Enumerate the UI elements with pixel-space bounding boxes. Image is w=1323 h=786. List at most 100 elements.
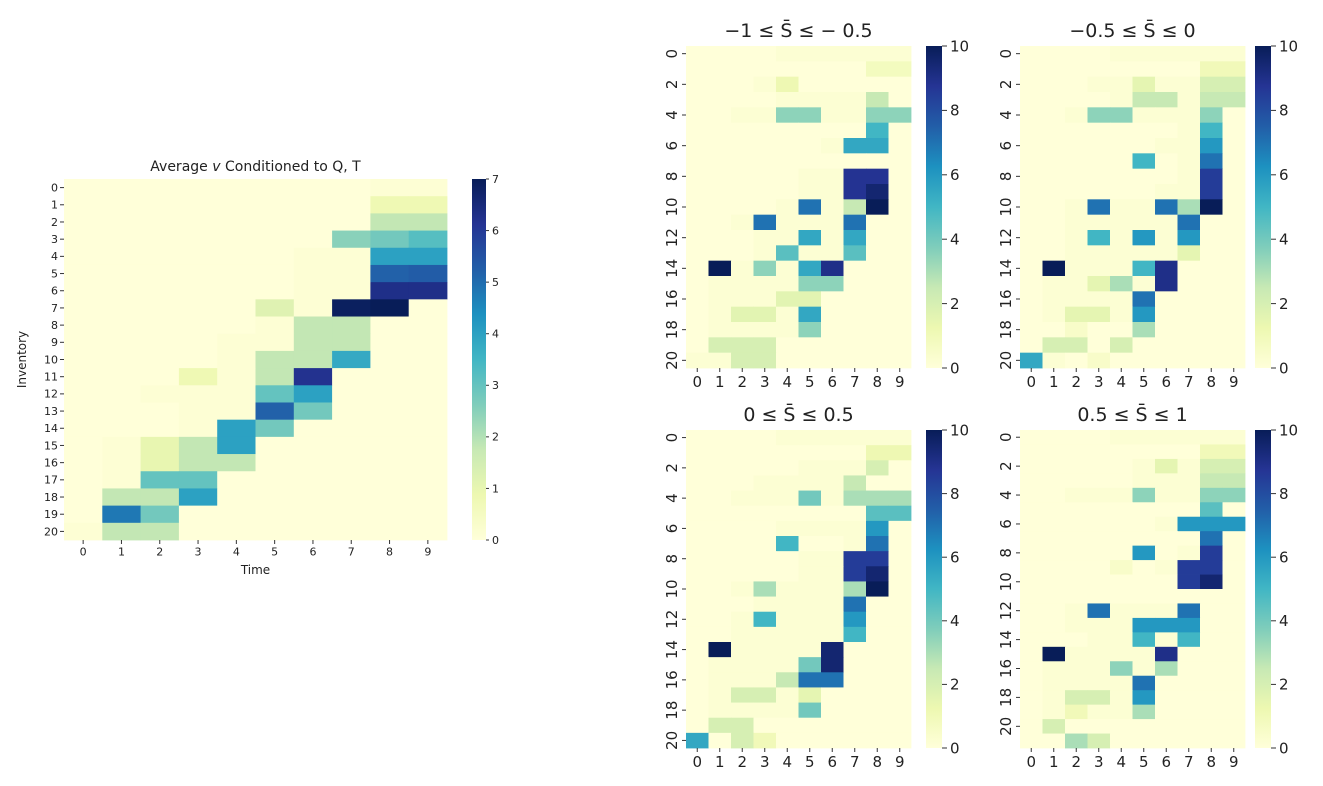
heatmap-cell [370, 333, 410, 352]
heatmap-cell [1132, 214, 1156, 231]
x-tick-label: 9 [1229, 373, 1239, 391]
heatmap-cell [731, 92, 754, 108]
y-tick-label: 2 [997, 461, 1015, 471]
heatmap-cell [1177, 306, 1201, 323]
heatmap-cell [686, 352, 709, 369]
heatmap-cell [1222, 276, 1246, 292]
colorbar [1255, 46, 1271, 368]
heatmap-cell [1200, 646, 1223, 662]
heatmap-cell [1042, 661, 1066, 677]
heatmap-cell [798, 76, 822, 93]
heatmap-cell [686, 76, 709, 93]
heatmap-cell [798, 702, 822, 719]
colorbar-tick-label: 6 [1279, 166, 1289, 184]
heatmap-cell [776, 122, 799, 139]
heatmap-cell [255, 299, 295, 317]
heatmap-cell [1177, 589, 1201, 604]
heatmap-cell [1065, 487, 1088, 503]
heatmap-cell [731, 520, 754, 537]
heatmap-cell [1110, 661, 1133, 677]
heatmap-cell [843, 337, 867, 354]
heatmap-cell [843, 520, 867, 537]
y-tick-label: 16 [663, 670, 681, 689]
heatmap-cell [1155, 487, 1178, 503]
heatmap-cell [731, 475, 754, 491]
heatmap-cell [370, 179, 410, 197]
heatmap-cell [731, 337, 754, 354]
heatmap-cell [1222, 675, 1246, 691]
heatmap-cell [1087, 502, 1111, 518]
heatmap-cell [1200, 337, 1223, 354]
heatmap-cell [866, 61, 889, 78]
heatmap-cell [821, 475, 844, 491]
heatmap-cell [821, 430, 844, 446]
heatmap-cell [1065, 107, 1088, 124]
heatmap-cell [1065, 502, 1088, 518]
heatmap-cell [178, 436, 218, 455]
heatmap-cell [293, 333, 333, 352]
y-axis-label: Inventory [15, 331, 29, 388]
colorbar-tick-label: 6 [492, 224, 499, 237]
heatmap-cell [753, 153, 777, 170]
x-tick-label: 0 [1026, 753, 1036, 771]
heatmap-cell [1110, 603, 1133, 619]
heatmap-cell [140, 282, 180, 300]
heatmap-cell [1110, 92, 1133, 108]
heatmap-cell [370, 402, 410, 421]
heatmap-cell [776, 596, 799, 613]
heatmap-cell [821, 445, 844, 461]
heatmap-cell [1110, 704, 1133, 720]
x-tick-label: 4 [1116, 373, 1126, 391]
heatmap-cell [708, 352, 732, 369]
heatmap-cell [866, 352, 889, 369]
heatmap-cell [866, 306, 889, 323]
heatmap-cell [776, 536, 799, 552]
heatmap-cell [1177, 690, 1201, 706]
heatmap-cell [370, 368, 410, 386]
heatmap-cell [1042, 291, 1066, 308]
heatmap-cell [753, 687, 777, 703]
heatmap-cell [686, 717, 709, 734]
colorbar [1255, 430, 1271, 748]
heatmap-cell [866, 581, 889, 597]
heatmap-cell [686, 657, 709, 673]
heatmap-cell [1200, 138, 1223, 154]
heatmap-cell [776, 657, 799, 673]
x-tick-label: 3 [1094, 753, 1104, 771]
heatmap-cell [1132, 291, 1156, 308]
heatmap-cell [1042, 306, 1066, 323]
heatmap-cell [866, 475, 889, 491]
colorbar [472, 179, 486, 540]
heatmap-cell [798, 566, 822, 582]
heatmap-cell [1087, 444, 1111, 460]
heatmap-cell [1132, 560, 1156, 575]
heatmap-cell [1177, 560, 1201, 575]
y-tick-label: 7 [51, 302, 58, 315]
heatmap-cell [843, 732, 867, 749]
x-tick-label: 7 [1184, 753, 1194, 771]
heatmap-cell [1020, 92, 1043, 108]
heatmap-cell [1132, 122, 1156, 139]
heatmap-cell [708, 230, 732, 246]
heatmap-cell [686, 92, 709, 108]
heatmap-cell [1110, 76, 1133, 93]
heatmap-cell [217, 196, 256, 214]
heatmap-cell [1155, 574, 1178, 590]
heatmap-cell [1110, 430, 1133, 445]
y-tick-label: 12 [44, 388, 58, 401]
heatmap-cell [255, 385, 295, 403]
y-tick-label: 9 [51, 336, 58, 349]
heatmap-cell [1222, 153, 1246, 170]
heatmap-cell [370, 230, 410, 249]
heatmap-cell [686, 184, 709, 200]
heatmap-cell [731, 445, 754, 461]
heatmap-cell [1155, 337, 1178, 354]
colorbar-tick-label: 4 [950, 612, 960, 630]
heatmap-cell [293, 230, 333, 249]
y-tick-label: 12 [663, 610, 681, 629]
heatmap-cell [64, 264, 103, 283]
heatmap-cell [1042, 61, 1066, 78]
heatmap-cell [1222, 719, 1246, 734]
heatmap-cell [293, 522, 333, 541]
colorbar [926, 46, 942, 368]
